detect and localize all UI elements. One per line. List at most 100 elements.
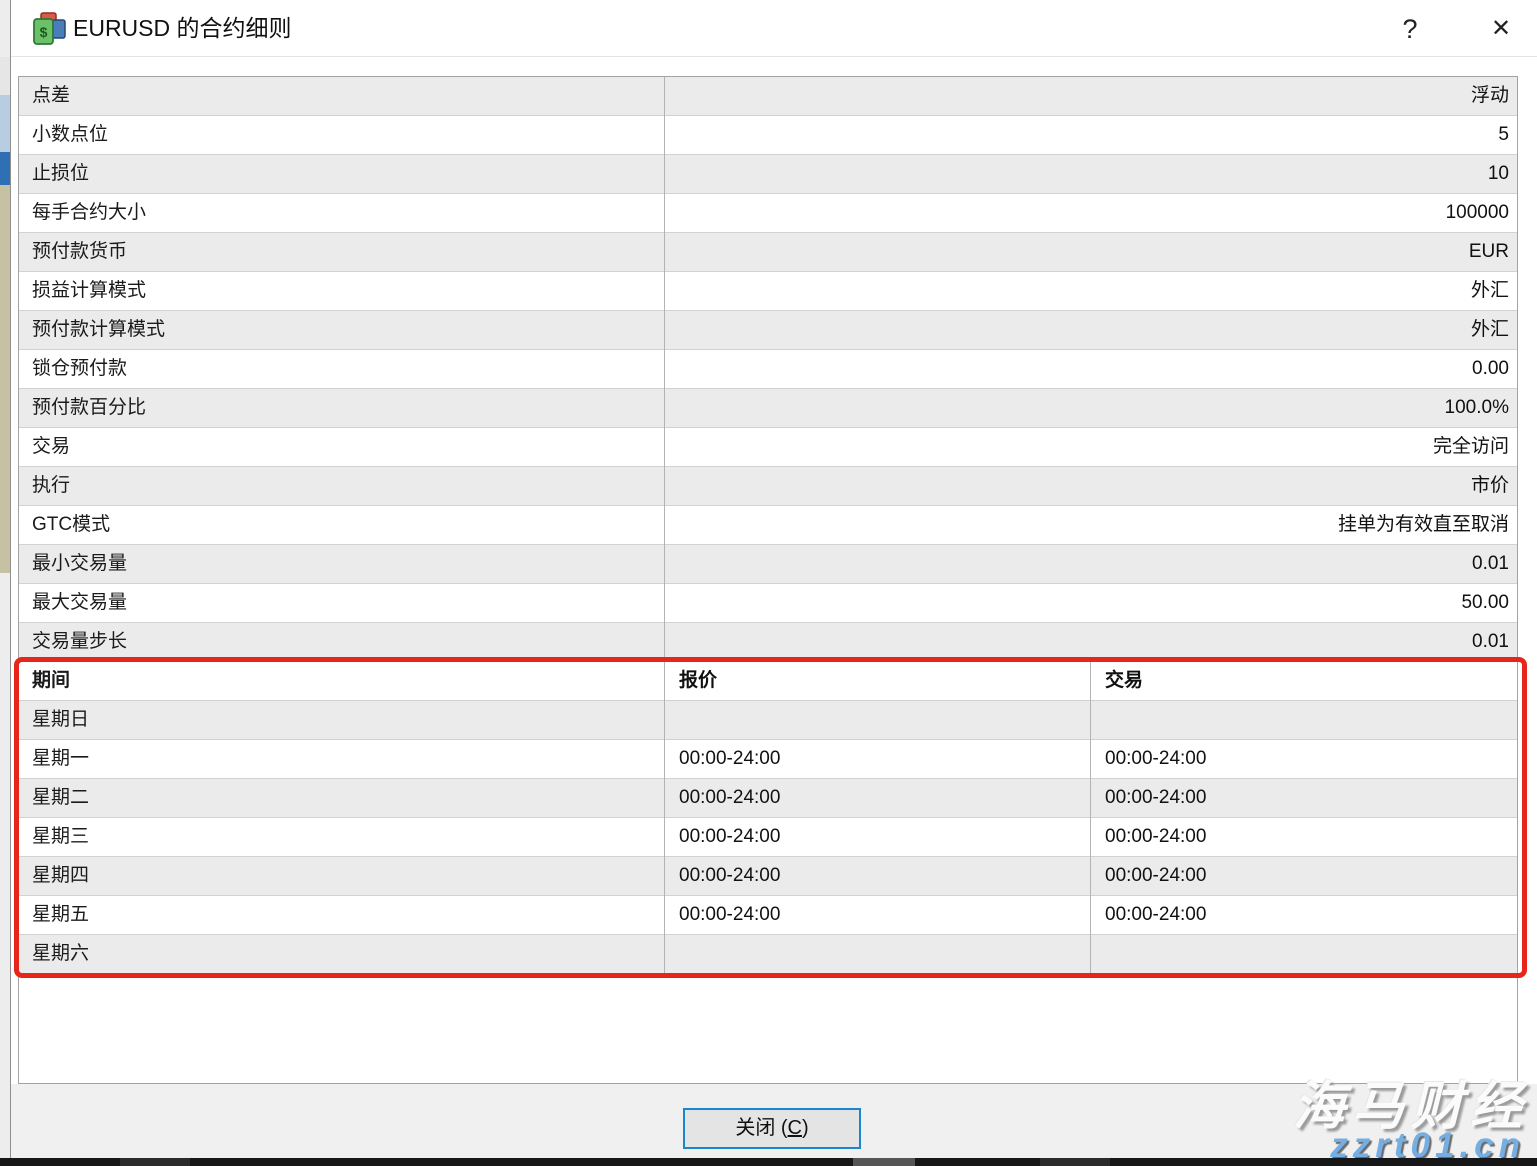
contract-spec-icon: $ — [33, 12, 66, 45]
spec-row-value: 100.0% — [1444, 397, 1509, 418]
spec-row-label: 预付款货币 — [32, 241, 128, 262]
sessions-header-trade: 交易 — [1090, 662, 1517, 701]
sessions-trade: 00:00-24:00 — [1090, 740, 1517, 779]
spec-row-label: 点差 — [32, 85, 71, 106]
spec-table: 点差 浮动小数点位 5 止损位 10 每手合约大小 100000 预付款货币 EUR 损益计算模式… — [19, 77, 1517, 662]
spec-row: 预付款货币 EUR — [19, 233, 1517, 272]
sessions-row: 星期五 00:00-24:00 00:00-24:00 — [19, 896, 1517, 935]
taskbar-fragment — [853, 1158, 915, 1166]
strip-segment — [0, 152, 10, 185]
sessions-table-body: 星期日 星期一 00:00-24:00 00:00-24:00 星期二 00:00-24:… — [19, 701, 1517, 974]
spec-row-value: 0.01 — [1472, 631, 1509, 652]
background-window-strip — [0, 0, 11, 1166]
spec-row-value: EUR — [1468, 241, 1509, 262]
spec-row: 锁仓预付款 0.00 — [19, 350, 1517, 389]
strip-segment — [0, 95, 10, 152]
sessions-day: 星期三 — [32, 826, 90, 847]
spec-row-label: 交易量步长 — [32, 631, 128, 652]
column-separator — [664, 77, 665, 662]
spec-row-value: 100000 — [1445, 202, 1509, 223]
spec-row-label: 最大交易量 — [32, 592, 128, 613]
strip-segment — [0, 57, 10, 95]
sessions-day: 星期五 — [32, 904, 90, 925]
spec-row-label: 锁仓预付款 — [32, 358, 128, 379]
spec-row-label: 执行 — [32, 475, 71, 496]
spec-row-value: 0.00 — [1472, 358, 1509, 379]
sessions-trade — [1090, 701, 1517, 740]
sessions-trade: 00:00-24:00 — [1090, 857, 1517, 896]
spec-row: GTC模式 挂单为有效直至取消 — [19, 506, 1517, 545]
spec-row: 最小交易量 0.01 — [19, 545, 1517, 584]
background-taskbar-strip — [0, 1158, 1537, 1166]
sessions-trade: 00:00-24:00 — [1090, 779, 1517, 818]
spec-row: 最大交易量 50.00 — [19, 584, 1517, 623]
sessions-day: 星期四 — [32, 865, 90, 886]
sessions-row: 星期六 — [19, 935, 1517, 974]
sessions-header-period: 期间 — [32, 670, 71, 691]
sessions-trade: 00:00-24:00 — [1090, 896, 1517, 935]
specification-panel: 点差 浮动小数点位 5 止损位 10 每手合约大小 100000 预付款货币 EUR 损益计算模式… — [18, 76, 1518, 1084]
spec-row: 每手合约大小 100000 — [19, 194, 1517, 233]
sessions-day: 星期二 — [32, 787, 90, 808]
sessions-quotes: 00:00-24:00 — [664, 740, 1090, 779]
sessions-quotes — [664, 701, 1090, 740]
spec-row-value: 外汇 — [1470, 280, 1509, 301]
spec-row-label: 预付款计算模式 — [32, 319, 166, 340]
sessions-trade: 00:00-24:00 — [1090, 818, 1517, 857]
close-button-label-end: ) — [802, 1117, 809, 1139]
close-button[interactable]: 关闭 (C) — [683, 1108, 861, 1149]
spec-row-value: 5 — [1498, 124, 1509, 145]
watermark-brand: 海马财经 — [1292, 1078, 1529, 1136]
spec-row-label: 最小交易量 — [32, 553, 128, 574]
spec-row-value: 10 — [1487, 163, 1509, 184]
sessions-quotes — [664, 935, 1090, 974]
sessions-quotes: 00:00-24:00 — [664, 818, 1090, 857]
sessions-quotes: 00:00-24:00 — [664, 857, 1090, 896]
spec-row: 止损位 10 — [19, 155, 1517, 194]
spec-row: 小数点位 5 — [19, 116, 1517, 155]
spec-row-value: 50.00 — [1461, 592, 1509, 613]
spec-row-value: 完全访问 — [1432, 436, 1509, 457]
spec-row: 点差 浮动 — [19, 77, 1517, 116]
dialog-titlebar: $ EURUSD 的合约细则 ? ✕ — [11, 0, 1537, 57]
spec-row-label: 小数点位 — [32, 124, 109, 145]
spec-row-label: 交易 — [32, 436, 71, 457]
sessions-row: 星期四 00:00-24:00 00:00-24:00 — [19, 857, 1517, 896]
spec-row-value: 0.01 — [1472, 553, 1509, 574]
strip-segment — [0, 185, 10, 573]
spec-row-label: GTC模式 — [32, 514, 111, 535]
dialog-title: EURUSD 的合约细则 — [73, 15, 292, 41]
taskbar-fragment — [1040, 1158, 1110, 1166]
window-close-button[interactable]: ✕ — [1490, 15, 1512, 42]
spec-row-label: 每手合约大小 — [32, 202, 147, 223]
close-button-label: 关闭 ( — [735, 1117, 788, 1139]
sessions-table: 期间 报价 交易 星期日 星期一 00:00-24:00 00:00-24:00 星期二… — [19, 662, 1517, 974]
taskbar-fragment — [120, 1158, 190, 1166]
sessions-day: 星期日 — [32, 709, 90, 730]
spec-row: 预付款百分比 100.0% — [19, 389, 1517, 428]
sessions-header-row: 期间 报价 交易 — [19, 662, 1517, 701]
spec-row-label: 止损位 — [32, 163, 90, 184]
spec-row-value: 市价 — [1470, 475, 1509, 496]
spec-row: 交易 完全访问 — [19, 428, 1517, 467]
help-button[interactable]: ? — [1402, 14, 1418, 44]
sessions-quotes: 00:00-24:00 — [664, 779, 1090, 818]
spec-row-value: 外汇 — [1470, 319, 1509, 340]
close-button-accesskey: C — [787, 1117, 802, 1139]
sessions-row: 星期日 — [19, 701, 1517, 740]
spec-row: 预付款计算模式 外汇 — [19, 311, 1517, 350]
spec-row: 执行 市价 — [19, 467, 1517, 506]
sessions-row: 星期三 00:00-24:00 00:00-24:00 — [19, 818, 1517, 857]
sessions-day: 星期一 — [32, 748, 90, 769]
sessions-quotes: 00:00-24:00 — [664, 896, 1090, 935]
sessions-trade — [1090, 935, 1517, 974]
strip-segment — [0, 573, 10, 1158]
spec-row: 损益计算模式 外汇 — [19, 272, 1517, 311]
spec-row-value: 浮动 — [1470, 85, 1509, 106]
sessions-row: 星期一 00:00-24:00 00:00-24:00 — [19, 740, 1517, 779]
spec-row-label: 损益计算模式 — [32, 280, 147, 301]
sessions-row: 星期二 00:00-24:00 00:00-24:00 — [19, 779, 1517, 818]
sessions-header-quotes: 报价 — [664, 662, 1090, 701]
spec-row-value: 挂单为有效直至取消 — [1337, 514, 1509, 535]
spec-row-label: 预付款百分比 — [32, 397, 147, 418]
